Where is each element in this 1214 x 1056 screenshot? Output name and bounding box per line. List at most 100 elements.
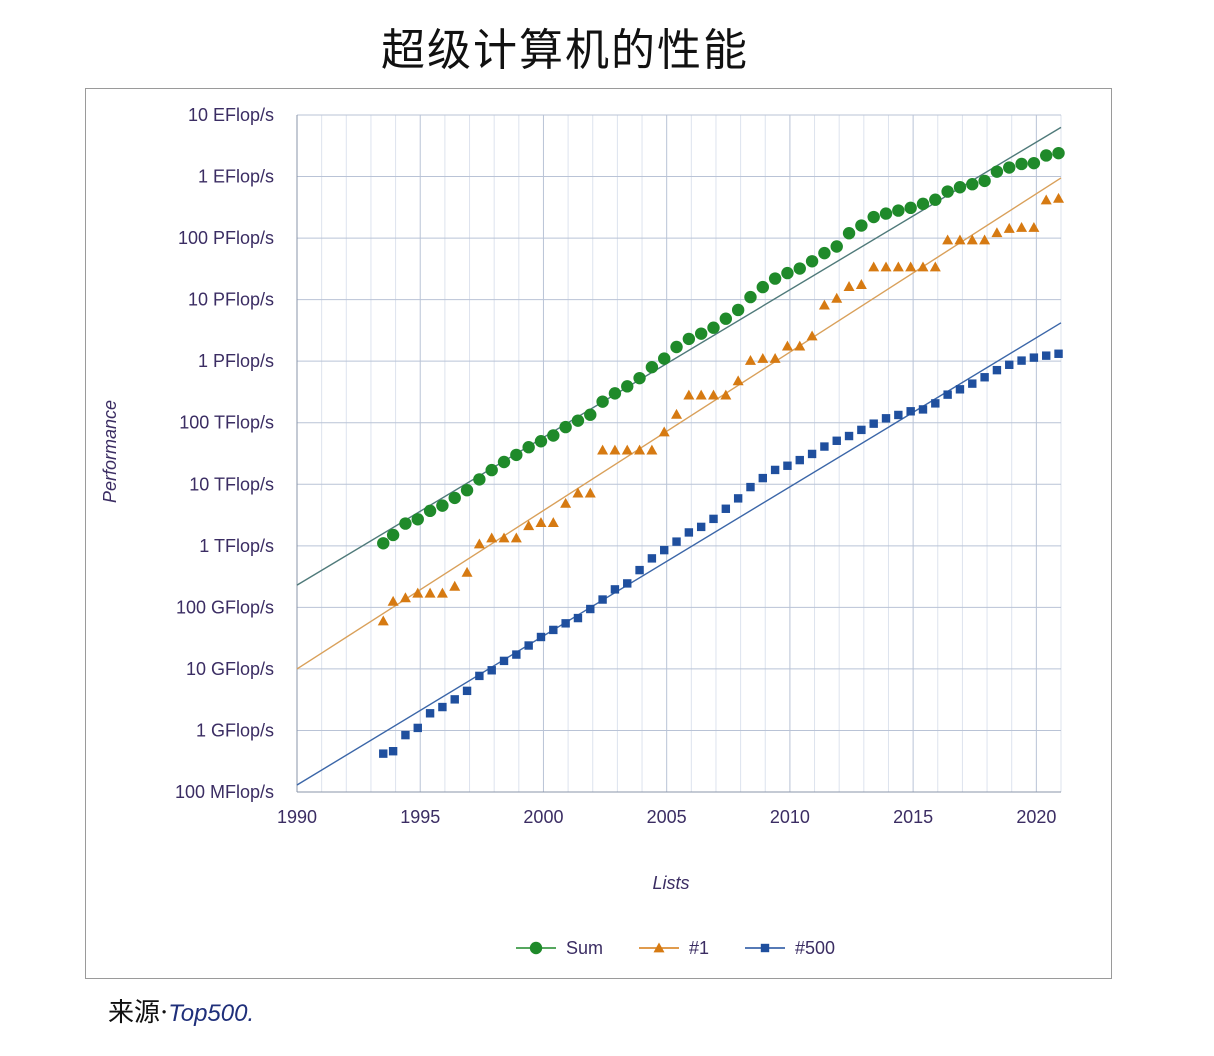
- data-point-sum: [534, 435, 548, 448]
- y-tick-label: 100 TFlop/s: [179, 413, 274, 433]
- data-point-n500: [512, 650, 521, 659]
- data-point-n500: [992, 365, 1002, 375]
- data-point-n1: [486, 532, 498, 543]
- legend-label-n1: #1: [689, 938, 709, 958]
- data-point-n500: [413, 723, 422, 733]
- data-point-sum: [941, 185, 954, 198]
- x-tick-label: 2015: [893, 807, 933, 827]
- data-point-n1: [855, 279, 867, 289]
- y-tick-label: 1 GFlop/s: [196, 720, 274, 740]
- data-point-n500: [696, 522, 706, 532]
- data-point-n500: [438, 702, 447, 712]
- data-point-n500: [672, 537, 681, 546]
- data-point-n500: [524, 641, 533, 650]
- performance-chart: 100 MFlop/s 1 GFlop/s 10 GFlop/s 100 GFlop/…: [100, 105, 1065, 958]
- data-point-n500: [536, 632, 546, 642]
- data-point-sum: [818, 246, 831, 260]
- tick-labels: 100 MFlop/s 1 GFlop/s 10 GFlop/s 100 GFlop/…: [175, 105, 1056, 827]
- data-point-n500: [379, 749, 388, 758]
- data-point-n500: [1029, 353, 1039, 362]
- data-point-n500: [894, 410, 903, 420]
- data-point-n1: [547, 517, 559, 528]
- data-point-n1: [498, 532, 510, 543]
- data-point-sum: [1003, 161, 1016, 174]
- grid: [296, 114, 1062, 793]
- data-point-sum: [990, 165, 1004, 178]
- data-point-n500: [561, 619, 570, 628]
- data-point-n1: [523, 520, 535, 531]
- data-point-n500: [462, 686, 472, 696]
- data-point-n1: [377, 615, 389, 626]
- data-point-n1: [966, 234, 978, 245]
- data-point-n1: [757, 353, 769, 363]
- data-point-sum: [608, 387, 622, 400]
- data-point-n500: [586, 604, 595, 614]
- data-points: [377, 146, 1065, 758]
- y-tick-label: 1 PFlop/s: [198, 351, 274, 371]
- data-point-n500: [881, 414, 891, 423]
- y-tick-label: 10 PFlop/s: [188, 290, 274, 310]
- data-point-n500: [1017, 356, 1026, 365]
- data-point-n500: [709, 514, 718, 524]
- data-point-n1: [560, 497, 572, 508]
- data-point-n1: [1053, 192, 1065, 203]
- data-point-n500: [1054, 349, 1063, 358]
- data-point-sum: [805, 255, 819, 268]
- data-point-sum: [645, 360, 659, 374]
- data-point-n1: [597, 444, 609, 455]
- data-point-n1: [954, 234, 966, 245]
- data-point-sum: [867, 210, 880, 224]
- data-point-n1: [929, 261, 941, 272]
- data-point-sum: [571, 414, 585, 427]
- data-point-sum: [633, 371, 646, 385]
- data-point-n1: [658, 426, 670, 437]
- data-point-n1: [572, 487, 584, 498]
- data-point-sum: [1052, 146, 1065, 160]
- data-point-sum: [966, 178, 979, 191]
- data-point-sum: [448, 491, 461, 505]
- data-point-n1: [634, 444, 646, 455]
- data-point-sum: [879, 207, 893, 220]
- data-point-sum: [670, 340, 683, 354]
- data-point-sum: [855, 219, 868, 232]
- data-point-sum: [584, 408, 597, 421]
- data-point-sum: [386, 528, 400, 542]
- data-point-sum: [522, 441, 535, 454]
- data-point-sum: [658, 352, 671, 365]
- data-point-n1: [880, 261, 892, 272]
- data-point-n500: [475, 671, 484, 681]
- data-point-sum: [953, 181, 967, 194]
- data-point-n1: [671, 408, 683, 419]
- data-point-sum: [768, 272, 782, 285]
- data-point-sum: [756, 280, 769, 294]
- data-point-n1: [794, 340, 806, 351]
- data-point-sum: [682, 332, 696, 346]
- y-tick-label: 1 EFlop/s: [198, 167, 274, 187]
- data-point-n1: [769, 353, 781, 363]
- data-point-n1: [695, 389, 707, 400]
- data-point-n500: [684, 528, 694, 537]
- data-point-sum: [929, 193, 942, 206]
- legend: Sum #1 #500: [516, 938, 835, 958]
- legend-marker-n1: [653, 942, 665, 953]
- data-point-sum: [377, 537, 390, 550]
- data-point-n1: [818, 299, 830, 310]
- data-point-n500: [721, 504, 731, 513]
- data-point-n500: [746, 482, 755, 492]
- data-point-n500: [733, 494, 743, 503]
- data-point-n500: [795, 455, 804, 465]
- data-point-sum: [793, 262, 806, 275]
- x-tick-label: 2010: [770, 807, 810, 827]
- chart-frame: 100 MFlop/s 1 GFlop/s 10 GFlop/s 100 GFlop/…: [85, 88, 1112, 979]
- data-point-n1: [917, 261, 929, 272]
- data-point-n1: [1003, 222, 1015, 233]
- x-tick-label: 2020: [1016, 807, 1056, 827]
- data-point-n500: [943, 390, 952, 399]
- data-point-sum: [436, 499, 449, 512]
- data-point-sum: [719, 312, 733, 325]
- data-point-sum: [497, 455, 511, 469]
- x-axis-title: Lists: [652, 873, 689, 893]
- data-point-sum: [547, 429, 560, 442]
- trend-lines: [296, 126, 1062, 786]
- source-note: 来源·Top500.: [108, 992, 254, 1029]
